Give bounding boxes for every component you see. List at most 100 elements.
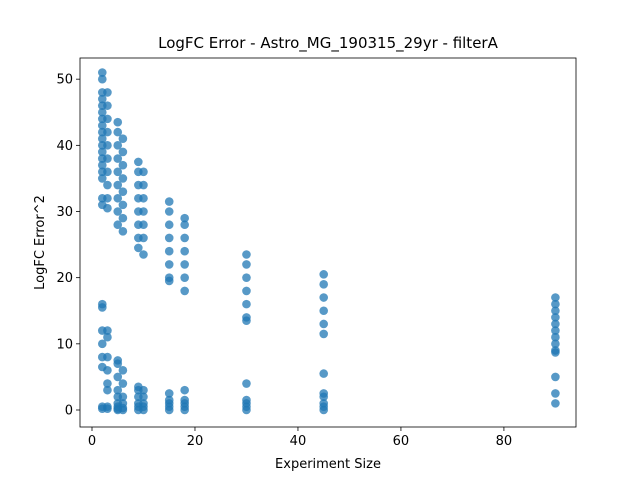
point	[103, 88, 112, 97]
point	[164, 233, 174, 243]
point	[103, 385, 112, 395]
point	[164, 389, 174, 398]
point	[103, 326, 112, 335]
point	[551, 332, 560, 342]
point	[118, 365, 128, 375]
point	[242, 299, 251, 309]
point	[113, 193, 123, 203]
point	[551, 313, 560, 322]
x-tick-label: 60	[393, 434, 410, 449]
point	[319, 329, 329, 339]
point	[118, 134, 128, 144]
y-tick-label: 50	[56, 73, 73, 88]
point	[242, 260, 251, 269]
point	[180, 233, 189, 243]
point	[139, 180, 148, 190]
point	[118, 392, 128, 402]
point	[118, 227, 128, 236]
point	[242, 286, 251, 296]
point	[164, 197, 174, 206]
point	[164, 207, 174, 216]
point	[103, 365, 112, 375]
point	[113, 167, 123, 177]
point	[97, 147, 107, 157]
point	[97, 121, 107, 130]
y-tick-label: 0	[65, 403, 73, 418]
x-tick-label: 40	[290, 434, 307, 449]
point	[242, 250, 251, 259]
point	[164, 260, 174, 269]
point	[118, 187, 128, 196]
point	[139, 385, 148, 395]
point	[242, 379, 251, 388]
point	[103, 379, 112, 388]
point	[139, 207, 148, 216]
x-tick-label: 80	[496, 434, 513, 449]
point	[164, 246, 174, 256]
point	[113, 207, 123, 216]
point	[551, 348, 560, 357]
x-tick-label: 20	[187, 434, 204, 449]
point	[113, 372, 123, 382]
point	[118, 147, 128, 157]
point	[319, 306, 329, 316]
point	[139, 220, 148, 230]
point	[164, 220, 174, 230]
point	[164, 405, 174, 415]
point	[103, 101, 112, 110]
point	[97, 134, 107, 144]
point	[134, 243, 143, 253]
point	[103, 352, 112, 362]
point	[551, 389, 560, 398]
point	[103, 193, 112, 203]
chart-title: LogFC Error - Astro_MG_190315_29yr - fil…	[158, 34, 498, 53]
point	[97, 303, 107, 312]
point	[103, 404, 112, 413]
point	[113, 220, 123, 230]
point	[118, 200, 128, 210]
point	[139, 392, 148, 402]
point	[97, 68, 107, 77]
point	[113, 141, 123, 150]
point	[242, 405, 251, 415]
point	[103, 180, 112, 190]
point	[551, 339, 560, 349]
point	[103, 141, 112, 150]
point	[551, 319, 560, 329]
point	[180, 405, 189, 415]
point	[180, 220, 189, 230]
point	[103, 154, 112, 163]
point	[134, 157, 143, 167]
point	[113, 127, 123, 137]
point	[242, 316, 251, 325]
y-tick-label: 30	[56, 205, 73, 220]
y-tick-label: 20	[56, 271, 73, 286]
point	[319, 270, 329, 279]
point	[113, 180, 123, 190]
point	[164, 276, 174, 286]
point	[319, 405, 329, 415]
point	[139, 250, 148, 259]
point	[180, 385, 189, 395]
y-tick-label: 40	[56, 139, 73, 154]
point	[103, 127, 112, 137]
point	[113, 359, 123, 368]
point	[139, 167, 148, 177]
point	[118, 405, 128, 415]
point	[118, 174, 128, 183]
point	[319, 369, 329, 378]
point	[97, 74, 107, 84]
point	[113, 117, 123, 127]
axes-frame	[79, 57, 577, 428]
point	[139, 193, 148, 203]
point	[103, 167, 112, 177]
point	[319, 319, 329, 329]
point	[139, 405, 148, 415]
points	[97, 68, 560, 415]
point	[113, 154, 123, 163]
point	[551, 399, 560, 408]
point	[97, 160, 107, 170]
x-axis-label: Experiment Size	[275, 457, 381, 472]
point	[319, 392, 329, 402]
